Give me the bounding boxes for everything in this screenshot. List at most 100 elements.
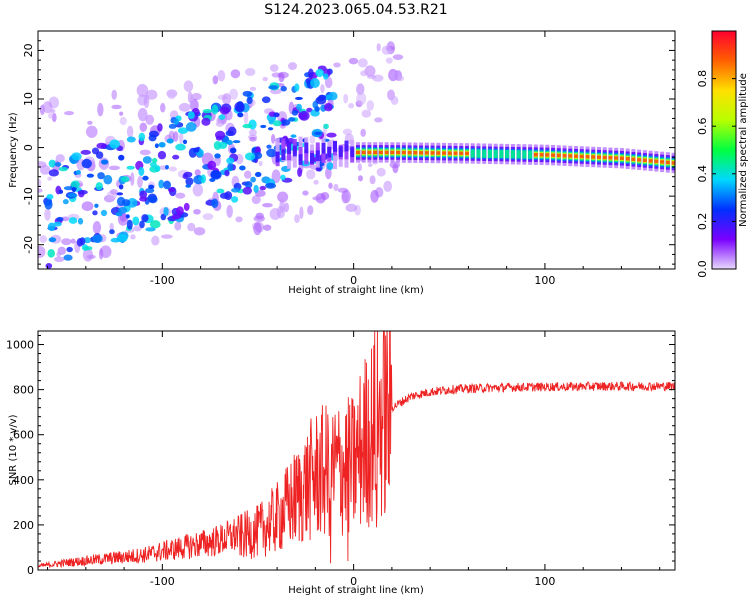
heatmap-cell xyxy=(191,93,202,101)
heatmap-ridge-cell xyxy=(596,155,601,159)
heatmap-cell xyxy=(118,154,125,161)
heatmap-cell xyxy=(324,102,333,112)
heatmap-ridge-cell xyxy=(281,149,286,161)
heatmap-cell xyxy=(108,165,121,171)
heatmap-cell xyxy=(168,123,177,129)
heatmap-cell xyxy=(333,183,339,192)
heatmap-ridge-cell xyxy=(522,150,527,159)
heatmap-ridge-cell xyxy=(344,144,349,160)
heatmap-ridge-cell xyxy=(396,150,401,155)
heatmap-cell xyxy=(366,100,375,111)
heatmap-cell xyxy=(38,178,42,187)
colorbar: 0.0 0.2 0.4 0.6 0.8 Normalized spectral ampl… xyxy=(696,30,749,278)
heatmap-cell xyxy=(185,121,197,132)
heatmap-cell xyxy=(297,167,303,178)
heatmap-cell xyxy=(47,222,56,232)
heatmap-cell xyxy=(130,234,136,240)
heatmap-cell xyxy=(211,198,219,209)
heatmap-cell xyxy=(87,120,93,125)
colorbar-tick-label: 0.2 xyxy=(696,213,709,231)
heatmap-cell xyxy=(326,162,334,171)
heatmap-cell xyxy=(268,85,279,90)
heatmap-cell xyxy=(139,196,148,202)
y-tick-label: 1000 xyxy=(6,339,34,352)
spectrogram-xlabel: Height of straight line (km) xyxy=(288,285,424,296)
heatmap-cell xyxy=(45,263,53,269)
x-tick-label: -100 xyxy=(150,575,175,588)
heatmap-ridge-cell xyxy=(361,150,366,155)
heatmap-cell xyxy=(235,104,245,113)
heatmap-cell xyxy=(361,109,372,118)
heatmap-cell xyxy=(197,176,202,181)
heatmap-ridge-cell xyxy=(442,151,447,155)
heatmap-ridge-cell xyxy=(665,160,670,165)
figure-title: S124.2023.065.04.53.R21 xyxy=(264,2,447,18)
heatmap-cell xyxy=(86,173,95,178)
heatmap-cell xyxy=(125,214,130,219)
heatmap-cell xyxy=(244,181,253,189)
heatmap-cell xyxy=(249,136,257,142)
heatmap-cell xyxy=(366,74,376,79)
heatmap-cell xyxy=(315,68,324,78)
heatmap-cell xyxy=(158,141,166,148)
heatmap-ridge-cell xyxy=(551,153,556,157)
heatmap-cell xyxy=(295,96,303,100)
heatmap-cell xyxy=(95,182,103,191)
heatmap-ridge-cell xyxy=(453,151,458,155)
heatmap-ridge-cell xyxy=(539,153,544,157)
heatmap-ridge-cell xyxy=(292,145,297,157)
heatmap-cell xyxy=(141,214,149,223)
heatmap-cell xyxy=(229,88,239,100)
heatmap-ridge-cell xyxy=(499,149,504,159)
heatmap-cell xyxy=(56,251,61,258)
colorbar-bar xyxy=(711,30,737,270)
heatmap-ridge-cell xyxy=(487,149,492,158)
heatmap-cell xyxy=(235,216,243,223)
heatmap-ridge-cell xyxy=(516,150,521,159)
heatmap-cell xyxy=(110,188,118,195)
heatmap-cell xyxy=(110,237,121,243)
y-tick-label: -10 xyxy=(22,187,35,205)
heatmap-ridge-cell xyxy=(436,151,441,155)
colorbar-tick-label: 0.4 xyxy=(696,165,709,183)
heatmap-ridge-cell xyxy=(648,159,653,163)
heatmap-cell xyxy=(64,111,75,116)
heatmap-ridge-cell xyxy=(292,147,297,168)
heatmap-cell xyxy=(164,164,169,170)
heatmap-ridge-cell xyxy=(430,151,435,155)
heatmap-cell xyxy=(83,246,93,251)
heatmap-ridge-cell xyxy=(298,154,303,165)
heatmap-cell xyxy=(127,198,138,208)
heatmap-cell xyxy=(242,186,253,195)
y-tick-label: -20 xyxy=(22,236,35,254)
heatmap-ridge-cell xyxy=(476,149,481,158)
heatmap-cell xyxy=(243,110,249,125)
heatmap-cell xyxy=(193,227,206,236)
heatmap-ridge-cell xyxy=(321,142,326,154)
heatmap-cell xyxy=(121,199,131,207)
heatmap-cell xyxy=(111,89,117,100)
heatmap-cell xyxy=(265,182,277,189)
x-tick-label: -100 xyxy=(150,274,175,287)
x-tick-label: 100 xyxy=(534,575,555,588)
heatmap-cell xyxy=(68,217,78,224)
heatmap-cell xyxy=(370,189,379,203)
heatmap-cell xyxy=(322,73,329,80)
heatmap-cell xyxy=(357,58,368,68)
heatmap-cell xyxy=(167,187,175,193)
heatmap-cell xyxy=(232,140,241,144)
heatmap-ridge-cell xyxy=(378,150,383,155)
heatmap-cell xyxy=(258,160,263,167)
heatmap-ridge-cell xyxy=(350,146,355,158)
heatmap-ridge-cell xyxy=(642,158,647,163)
heatmap-cell xyxy=(397,75,404,82)
heatmap-cell xyxy=(326,132,337,138)
heatmap-cell xyxy=(48,159,56,168)
heatmap-cell xyxy=(182,139,188,145)
heatmap-cell xyxy=(119,111,124,116)
heatmap-ridge-cell xyxy=(671,161,675,165)
heatmap-ridge-cell xyxy=(413,151,418,155)
heatmap-cell xyxy=(70,238,76,244)
heatmap-ridge-cell xyxy=(482,149,487,158)
